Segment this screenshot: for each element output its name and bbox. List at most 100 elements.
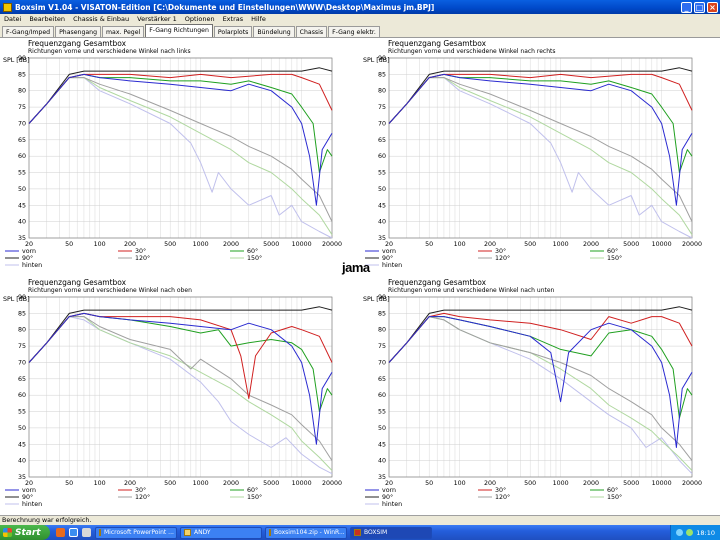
y-tick-label: 65 bbox=[18, 376, 26, 383]
legend-label: 120° bbox=[135, 493, 150, 501]
y-tick-label: 65 bbox=[18, 137, 26, 144]
x-tick-label: 2000 bbox=[223, 241, 239, 248]
chart-subtitle: Richtungen vorne und verschiedene Winkel… bbox=[28, 287, 192, 294]
menu-chassis-einbau[interactable]: Chassis & Einbau bbox=[73, 15, 130, 23]
x-tick-label: 1000 bbox=[193, 480, 209, 487]
menu-optionen[interactable]: Optionen bbox=[184, 15, 215, 23]
plot-frame bbox=[388, 296, 693, 478]
series-line-vorn bbox=[388, 73, 693, 206]
network-icon[interactable] bbox=[676, 529, 684, 536]
menu-verstaerker[interactable]: Verstärker 1 bbox=[137, 15, 177, 23]
y-tick-label: 85 bbox=[18, 71, 26, 78]
series-line-hinten bbox=[28, 77, 333, 239]
y-axis-label: SPL [dB] bbox=[3, 296, 30, 303]
y-tick-label: 80 bbox=[378, 327, 386, 334]
x-tick-label: 20000 bbox=[682, 241, 702, 248]
y-tick-label: 65 bbox=[378, 376, 386, 383]
y-axis-label: SPL [dB] bbox=[3, 57, 30, 64]
x-tick-label: 20000 bbox=[322, 480, 342, 487]
y-tick-label: 45 bbox=[18, 202, 26, 209]
series-line-120 bbox=[28, 316, 333, 461]
close-button[interactable]: × bbox=[707, 1, 718, 13]
x-tick-label: 50 bbox=[425, 480, 433, 487]
legend-label: 90° bbox=[382, 254, 393, 262]
tab-chassis[interactable]: Chassis bbox=[295, 26, 328, 37]
y-tick-label: 65 bbox=[378, 137, 386, 144]
ie-icon[interactable] bbox=[69, 528, 78, 537]
chart-panel-links: 35 40 45 50 55 60 65 70 75 80 85 90 20 50 100 200 500 100… bbox=[0, 38, 360, 277]
tab-fgang-elektr[interactable]: F-Gang elektr. bbox=[328, 26, 380, 37]
minimize-button[interactable]: _ bbox=[681, 1, 692, 13]
tab-fgang-richtungen[interactable]: F-Gang Richtungen bbox=[145, 24, 213, 37]
y-tick-label: 40 bbox=[378, 458, 386, 465]
tab-phasengang[interactable]: Phasengang bbox=[55, 26, 102, 37]
desktop-icon[interactable] bbox=[82, 528, 91, 537]
x-tick-label: 20 bbox=[25, 241, 33, 248]
tab-max-pegel[interactable]: max. Pegel bbox=[102, 26, 145, 37]
menu-bearbeiten[interactable]: Bearbeiten bbox=[29, 15, 66, 23]
y-tick-label: 55 bbox=[378, 409, 386, 416]
task-boxsim[interactable]: BOXSIM bbox=[350, 526, 432, 539]
y-tick-label: 80 bbox=[18, 327, 26, 334]
series-line-30 bbox=[28, 312, 333, 399]
chart-rechts: 35 40 45 50 55 60 65 70 75 80 85 90 20 50 100 200 500 100… bbox=[363, 55, 702, 269]
x-tick-label: 50 bbox=[65, 241, 73, 248]
tab-polarplots[interactable]: Polarplots bbox=[213, 26, 253, 37]
task-andy[interactable]: ANDY bbox=[180, 526, 262, 539]
x-tick-label: 500 bbox=[524, 480, 536, 487]
start-button[interactable]: Start bbox=[0, 525, 50, 540]
tab-fgang-imped[interactable]: F-Gang/Imped bbox=[2, 26, 55, 37]
menu-extras[interactable]: Extras bbox=[222, 15, 244, 23]
clock: 18:10 bbox=[696, 528, 715, 537]
winrar-icon bbox=[269, 529, 271, 536]
x-tick-label: 20 bbox=[25, 480, 33, 487]
legend-label: 120° bbox=[135, 254, 150, 262]
legend-label: vorn bbox=[382, 487, 396, 494]
y-tick-label: 70 bbox=[18, 359, 26, 366]
task-winrar[interactable]: Boxsim104.zip - WinR... bbox=[265, 526, 347, 539]
series-line-60 bbox=[388, 316, 693, 419]
chart-title: Frequenzgang Gesamtbox bbox=[388, 39, 487, 48]
tab-buendelung[interactable]: Bündelung bbox=[253, 26, 295, 37]
y-tick-label: 35 bbox=[18, 474, 26, 481]
x-tick-label: 10000 bbox=[292, 241, 312, 248]
menu-datei[interactable]: Datei bbox=[4, 15, 22, 23]
y-tick-label: 40 bbox=[378, 219, 386, 226]
x-tick-label: 100 bbox=[94, 241, 106, 248]
y-axis-label: SPL [dB] bbox=[363, 296, 390, 303]
series-line-30 bbox=[388, 73, 693, 124]
status-bar: Berechnung war erfolgreich. bbox=[0, 515, 720, 525]
y-tick-label: 70 bbox=[378, 359, 386, 366]
y-tick-label: 50 bbox=[378, 186, 386, 193]
menu-hilfe[interactable]: Hilfe bbox=[251, 15, 266, 23]
chart-subtitle: Richtungen vorne und verschiedene Winkel… bbox=[388, 48, 556, 55]
x-tick-label: 20000 bbox=[682, 480, 702, 487]
boxsim-icon bbox=[354, 529, 361, 536]
y-tick-label: 50 bbox=[18, 425, 26, 432]
series-line-90 bbox=[388, 67, 693, 124]
x-tick-label: 10000 bbox=[652, 241, 672, 248]
maximize-button[interactable]: □ bbox=[694, 1, 705, 13]
series-line-hinten bbox=[388, 77, 693, 239]
chart-subtitle: Richtungen vorne und verschiedene Winkel… bbox=[28, 48, 191, 55]
y-tick-label: 80 bbox=[378, 88, 386, 95]
y-tick-label: 45 bbox=[378, 202, 386, 209]
x-tick-label: 100 bbox=[454, 241, 466, 248]
tab-bar: F-Gang/Imped Phasengang max. Pegel F-Gan… bbox=[0, 24, 720, 37]
x-tick-label: 20 bbox=[385, 241, 393, 248]
firefox-icon[interactable] bbox=[56, 528, 65, 537]
series-line-vorn bbox=[28, 73, 333, 206]
legend-label: 60° bbox=[607, 486, 618, 494]
x-tick-label: 200 bbox=[484, 480, 496, 487]
security-icon[interactable] bbox=[686, 529, 694, 536]
legend-label: 90° bbox=[22, 254, 33, 262]
chart-links: 35 40 45 50 55 60 65 70 75 80 85 90 20 50 100 200 500 100… bbox=[3, 55, 342, 269]
y-tick-label: 85 bbox=[378, 71, 386, 78]
plot-frame bbox=[28, 296, 333, 478]
legend-label: vorn bbox=[22, 487, 36, 494]
task-powerpoint[interactable]: Microsoft PowerPoint ... bbox=[95, 526, 177, 539]
folder-icon bbox=[184, 529, 191, 536]
x-tick-label: 50 bbox=[65, 480, 73, 487]
legend-label: 30° bbox=[135, 247, 146, 255]
y-tick-label: 80 bbox=[18, 88, 26, 95]
